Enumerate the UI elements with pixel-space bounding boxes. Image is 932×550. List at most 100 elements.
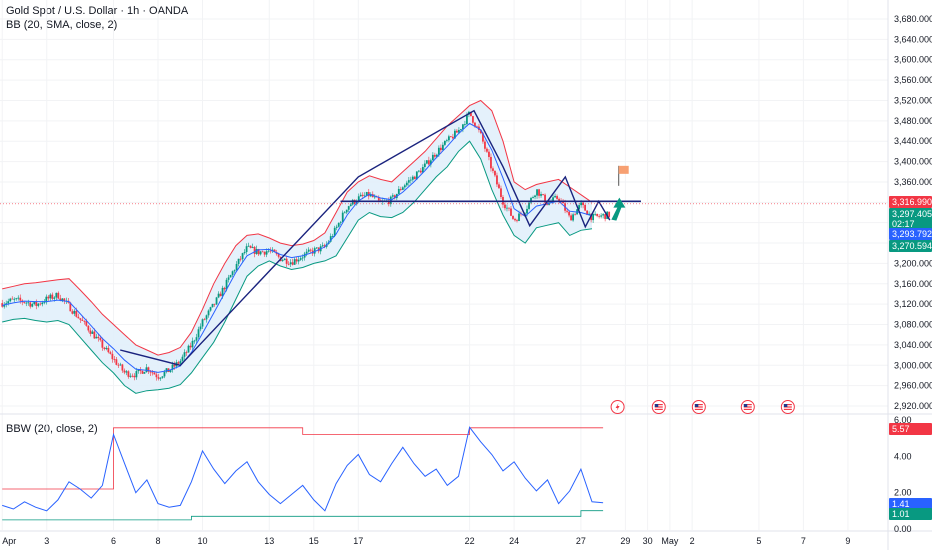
candle-body (191, 340, 194, 348)
candle-body (321, 245, 324, 247)
candle-body (217, 293, 220, 298)
candle-body (239, 258, 242, 260)
price-tag: 3,316.990 (889, 196, 932, 208)
candle-body (135, 371, 138, 378)
candle-body (399, 188, 402, 190)
candle-body (155, 374, 158, 378)
candle-body (484, 141, 486, 149)
candle-body (441, 144, 444, 151)
candle-body (273, 249, 276, 253)
flag-stripe-icon (783, 408, 792, 410)
candle-body (165, 368, 168, 372)
candle-body (313, 248, 316, 254)
candle-body (435, 154, 438, 157)
candle-body (496, 175, 498, 185)
candle-body (213, 303, 216, 305)
candle-body (580, 202, 582, 206)
candle-body (229, 275, 232, 278)
candle-body (101, 340, 104, 348)
candle-body (243, 252, 246, 254)
candle-body (281, 260, 284, 262)
candle-body (429, 160, 432, 165)
price-tick-label: 3,160.000 (894, 279, 932, 289)
candle-body (500, 188, 502, 197)
svg-text:1.41: 1.41 (892, 499, 910, 509)
candle-body (141, 370, 144, 374)
bbw-tick-label: 4.00 (894, 451, 912, 461)
candle-body (231, 271, 234, 276)
candle-body (161, 376, 164, 378)
bb-upper-line (2, 99, 593, 356)
candle-body (528, 202, 530, 209)
candle-body (181, 356, 184, 361)
price-tick-label: 3,000.000 (894, 360, 932, 370)
candle-body (177, 362, 180, 364)
candle-body (169, 369, 172, 373)
candle-body (443, 140, 446, 145)
candle-body (552, 197, 554, 202)
time-tick-label: 30 (643, 536, 653, 546)
candle-body (472, 116, 474, 123)
candle-body (105, 347, 108, 350)
candle-body (45, 296, 48, 303)
bbw-pane (2, 426, 604, 521)
candle-body (123, 370, 126, 373)
flag-canton-icon (743, 404, 748, 407)
candle-body (277, 254, 280, 257)
candle-body (431, 154, 434, 161)
candle-body (7, 301, 10, 304)
candle-body (71, 311, 74, 314)
candle-body (15, 298, 18, 300)
flag-stripe-icon (783, 404, 792, 406)
bb-indicator-title: BB (20, SMA, close, 2) (6, 19, 118, 31)
candle-body (35, 301, 38, 306)
candle-body (460, 129, 462, 131)
flag-stripe-icon (654, 404, 663, 406)
candle-body (41, 302, 44, 305)
event-icons (610, 400, 795, 414)
bbw-tag: 1.01 (889, 508, 932, 520)
price-tick-label: 3,040.000 (894, 340, 932, 350)
candle-body (454, 130, 456, 139)
candle-body (55, 292, 58, 298)
candle-body (89, 330, 92, 334)
candle-body (427, 160, 430, 165)
candle-body (225, 279, 228, 290)
candle-body (582, 202, 584, 206)
candle-body (133, 375, 136, 378)
bbw-tick-label: 0.00 (894, 524, 912, 534)
time-tick-label: 17 (353, 536, 363, 546)
candle-body (75, 310, 78, 317)
candle-body (578, 205, 580, 210)
price-tick-label: 3,560.000 (894, 75, 932, 85)
candle-body (536, 189, 538, 196)
price-tick-label: 2,960.000 (894, 381, 932, 391)
candle-body (415, 171, 418, 180)
candle-body (125, 371, 128, 373)
candle-body (207, 310, 210, 316)
candle-body (391, 195, 394, 197)
candle-body (113, 359, 116, 360)
candle-body (315, 247, 318, 249)
candle-body (97, 336, 100, 339)
candle-body (464, 124, 466, 125)
candle-body (19, 297, 22, 301)
candle-body (81, 319, 84, 321)
candle-body (63, 298, 66, 301)
candle-body (25, 302, 28, 304)
price-tag: 3,297.405 (889, 208, 932, 220)
bbw-line (2, 426, 604, 512)
candle-body (514, 218, 516, 221)
candle-body (598, 215, 601, 217)
candle-body (389, 196, 392, 205)
price-tag: 3,270.594 (889, 240, 932, 252)
candle-body (39, 303, 42, 305)
candle-body (409, 179, 412, 181)
bbw-highest-line (2, 427, 604, 490)
candle-body (361, 194, 364, 196)
candle-body (413, 176, 416, 180)
candle-body (534, 195, 536, 198)
candle-body (29, 302, 32, 307)
candle-body (530, 197, 532, 203)
